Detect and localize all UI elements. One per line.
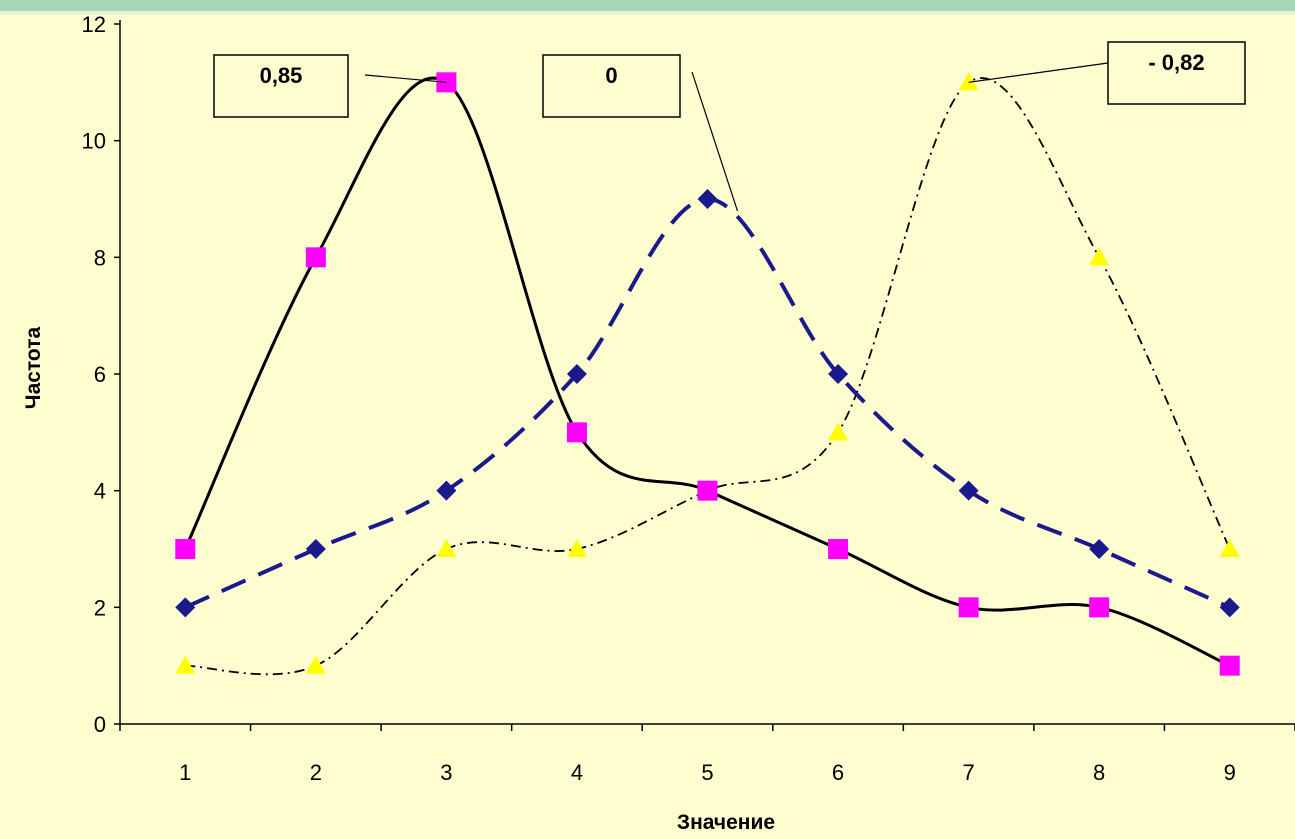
x-tick-label: 8 [1093,760,1105,785]
data-point-triangle [828,422,849,441]
series-line-1 [184,197,1231,610]
y-tick-label: 8 [94,245,106,270]
data-point-diamond [566,364,587,384]
data-point-diamond [436,480,457,501]
data-point-triangle [175,655,196,674]
data-point-triangle [958,72,979,91]
data-point-triangle [305,655,326,674]
data-point-square [1089,597,1110,618]
data-point-square [697,480,718,501]
y-tick-label: 6 [94,362,106,387]
y-axis-label: Частота [22,326,45,409]
annotation-text: - 0,82 [1148,50,1204,75]
series-layer [175,72,1240,676]
x-tick-label: 7 [962,760,974,785]
data-point-diamond [697,189,718,209]
x-tick-label: 1 [179,760,191,785]
data-point-triangle [436,539,457,557]
annotation-leader [364,74,447,83]
x-tick-label: 9 [1224,760,1236,785]
annotation-box [213,54,349,118]
y-tick-label: 4 [94,479,106,504]
data-point-square [305,247,326,268]
series-line-0 [183,76,1231,668]
annotation-box [542,54,681,118]
data-point-diamond [958,480,979,501]
annotation-leader [691,71,739,212]
x-tick-label: 2 [310,760,322,785]
y-tick-label: 10 [82,129,106,154]
data-point-square [1219,655,1240,676]
annotation-layer: 0,85 0 - 0,82 [213,41,1246,212]
data-point-square [828,539,849,559]
data-point-square [566,422,587,443]
data-point-triangle [566,539,587,557]
annotation-box [1107,41,1246,105]
top-band [0,0,1295,11]
top-band-edge [0,11,1295,15]
x-tick-label: 3 [440,760,452,785]
x-tick-label: 5 [701,760,713,785]
data-point-diamond [175,597,196,618]
y-tick-label: 2 [94,595,106,620]
annotation-leader [968,62,1109,83]
x-tick-label: 6 [832,760,844,785]
annotation-text: 0,85 [260,63,303,88]
data-point-diamond [305,539,326,559]
x-axis-label: Значение [677,811,775,834]
data-point-triangle [1089,247,1110,266]
data-point-diamond [1219,597,1240,618]
y-tick-label: 12 [82,12,106,37]
data-point-diamond [1089,539,1110,559]
y-tick-label: 0 [94,712,106,737]
series-line-2 [185,77,1231,676]
annotation-text: 0 [605,63,617,88]
data-point-triangle [1219,539,1240,557]
data-point-diamond [828,364,849,384]
x-tick-label: 4 [571,760,583,785]
data-point-square [958,597,979,618]
data-point-square [175,539,196,559]
